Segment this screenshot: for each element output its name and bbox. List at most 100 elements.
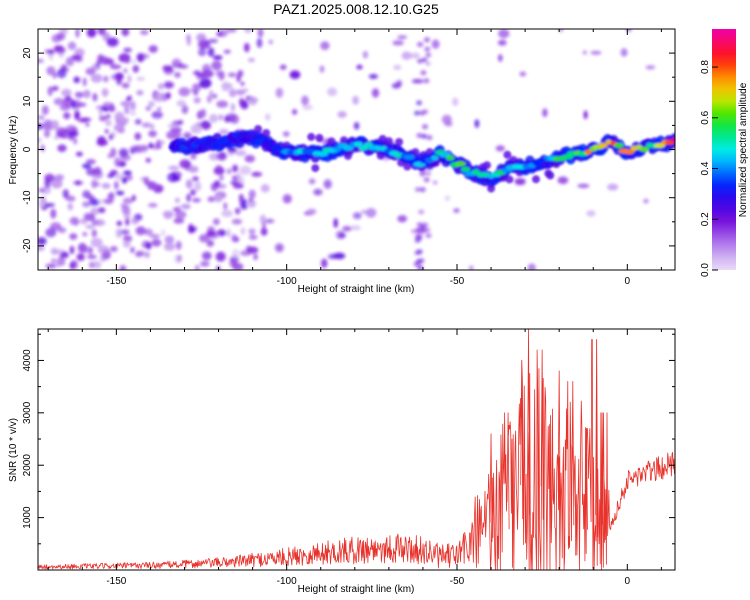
spectrogram-noise-blob [134, 132, 142, 141]
spectrogram-noise-blob [232, 183, 244, 189]
spectrogram-ridge-cell [375, 145, 383, 151]
spectrogram-ridge-cell [546, 171, 555, 180]
spectrogram-noise-blob [243, 42, 250, 53]
spectrogram-noise-blob [74, 110, 80, 121]
spectrogram-noise-blob [167, 172, 179, 183]
spectrogram-noise-blob [186, 193, 191, 203]
spectrogram-noise-blob [425, 52, 432, 58]
spectrogram-noise-blob [38, 188, 46, 193]
spectrogram-noise-blob [212, 55, 223, 60]
spectrogram-noise-blob [97, 245, 110, 254]
spectrogram-noise-blob [417, 42, 424, 47]
spectrogram-noise-blob [239, 165, 252, 175]
spectrogram-ridge-cell [639, 146, 650, 152]
snr-series-line [38, 329, 675, 570]
spectrogram-ridge-cell [532, 175, 540, 184]
spectrogram-noise-blob [119, 265, 127, 270]
spectrogram-ridge-cell [630, 145, 638, 151]
spectrogram-noise-blob [194, 181, 202, 192]
spectrogram-noise-blob [88, 246, 93, 256]
spectrogram-noise-blob [130, 246, 135, 254]
spectrogram-noise-blob [417, 58, 423, 64]
spectrogram-noise-blob [469, 265, 474, 270]
spectrogram-ridge-cell [605, 139, 612, 145]
spectrogram-noise-blob [51, 178, 63, 189]
spectrogram-noise-blob [223, 115, 230, 123]
spectrogram-noise-blob [61, 64, 68, 70]
spectrogram-noise-blob [174, 210, 187, 219]
spectrogram-noise-blob [423, 177, 430, 183]
spectrogram-noise-blob [419, 187, 426, 193]
spectrogram-noise-blob [134, 118, 142, 125]
spectrogram-noise-blob [425, 233, 432, 239]
spectrogram-noise-blob [76, 253, 85, 261]
spectrogram-noise-blob [167, 123, 180, 128]
spectrogram-noise-blob [145, 157, 152, 163]
spectrogram-noise-blob [82, 163, 92, 169]
spectrogram-noise-blob [424, 46, 431, 52]
spectrogram-noise-blob [227, 72, 237, 78]
spectrogram-noise-blob [231, 164, 239, 173]
spectrogram-noise-blob [260, 184, 270, 193]
spectrogram-noise-blob [238, 193, 244, 203]
spectrogram-noise-blob [47, 49, 55, 55]
spectrogram-noise-blob [162, 65, 174, 71]
spectrogram-ridge-cell [384, 137, 393, 146]
spectrogram-noise-blob [173, 217, 185, 224]
spectrogram-noise-blob [201, 251, 212, 261]
spectrogram-noise-blob [247, 57, 255, 63]
spectrogram-noise-blob [179, 159, 191, 169]
spectrogram-noise-blob [422, 109, 429, 115]
spectrogram-noise-blob [125, 174, 133, 181]
spectrogram-noise-blob [308, 178, 316, 185]
spectrogram-noise-blob [240, 204, 248, 210]
y-tick-label: 20 [22, 47, 33, 59]
spectrogram-noise-blob [221, 209, 233, 218]
spectrogram-ridge-cell [613, 143, 624, 148]
spectrogram-noise-blob [38, 115, 45, 121]
spectrogram-noise-blob [160, 229, 166, 237]
spectrogram-noise-blob [75, 151, 83, 157]
spectrogram-noise-blob [101, 182, 111, 189]
spectrogram-noise-blob [419, 171, 426, 177]
spectrogram-ridge-cell [445, 155, 455, 161]
spectrogram-noise-blob [223, 202, 228, 210]
spectrogram-noise-blob [247, 246, 259, 254]
spectrogram-noise-blob [96, 139, 108, 146]
spectrogram-noise-blob [352, 212, 362, 220]
y-tick-label: 0 [22, 146, 33, 152]
spectrogram-noise-blob [223, 49, 231, 54]
spectrogram-noise-blob [82, 232, 88, 237]
spectrogram-noise-blob [41, 186, 51, 195]
spectrogram-noise-blob [219, 174, 224, 181]
spectrogram-noise-blob [116, 190, 125, 196]
x-tick-label: -150 [106, 576, 126, 587]
spectrogram-noise-blob [166, 92, 171, 100]
snr-frame [37, 328, 676, 571]
spectrogram-noise-blob [527, 263, 536, 270]
spectrogram-noise-blob [106, 37, 119, 47]
spectrogram-noise-blob [577, 183, 590, 189]
spectrogram-noise-blob [199, 78, 212, 89]
spectrogram-noise-blob [431, 39, 440, 49]
spectrogram-noise-blob [100, 55, 109, 66]
spectrogram-noise-blob [291, 109, 298, 115]
x-tick-label: 0 [625, 576, 631, 587]
spectrogram-noise-blob [242, 88, 249, 93]
spectrogram-noise-blob [101, 88, 109, 97]
spectrogram-noise-blob [50, 247, 59, 255]
spectrogram-noise-blob [371, 88, 380, 98]
spectrogram-noise-blob [352, 95, 359, 105]
spectrogram-noise-blob [228, 151, 234, 157]
spectrogram-noise-blob [244, 154, 256, 163]
spectrogram-noise-blob [474, 119, 480, 128]
spectrogram-noise-blob [226, 229, 231, 238]
spectrogram-noise-blob [265, 113, 271, 121]
x-tick-label: -100 [277, 276, 297, 287]
spectrogram-noise-blob [74, 55, 83, 63]
spectrogram-noise-blob [234, 207, 241, 215]
spectrogram-ridge-cell [503, 150, 512, 159]
spectrogram-noise-blob [319, 65, 325, 73]
spectrogram-noise-blob [232, 249, 240, 258]
spectrogram-noise-blob [110, 147, 117, 158]
